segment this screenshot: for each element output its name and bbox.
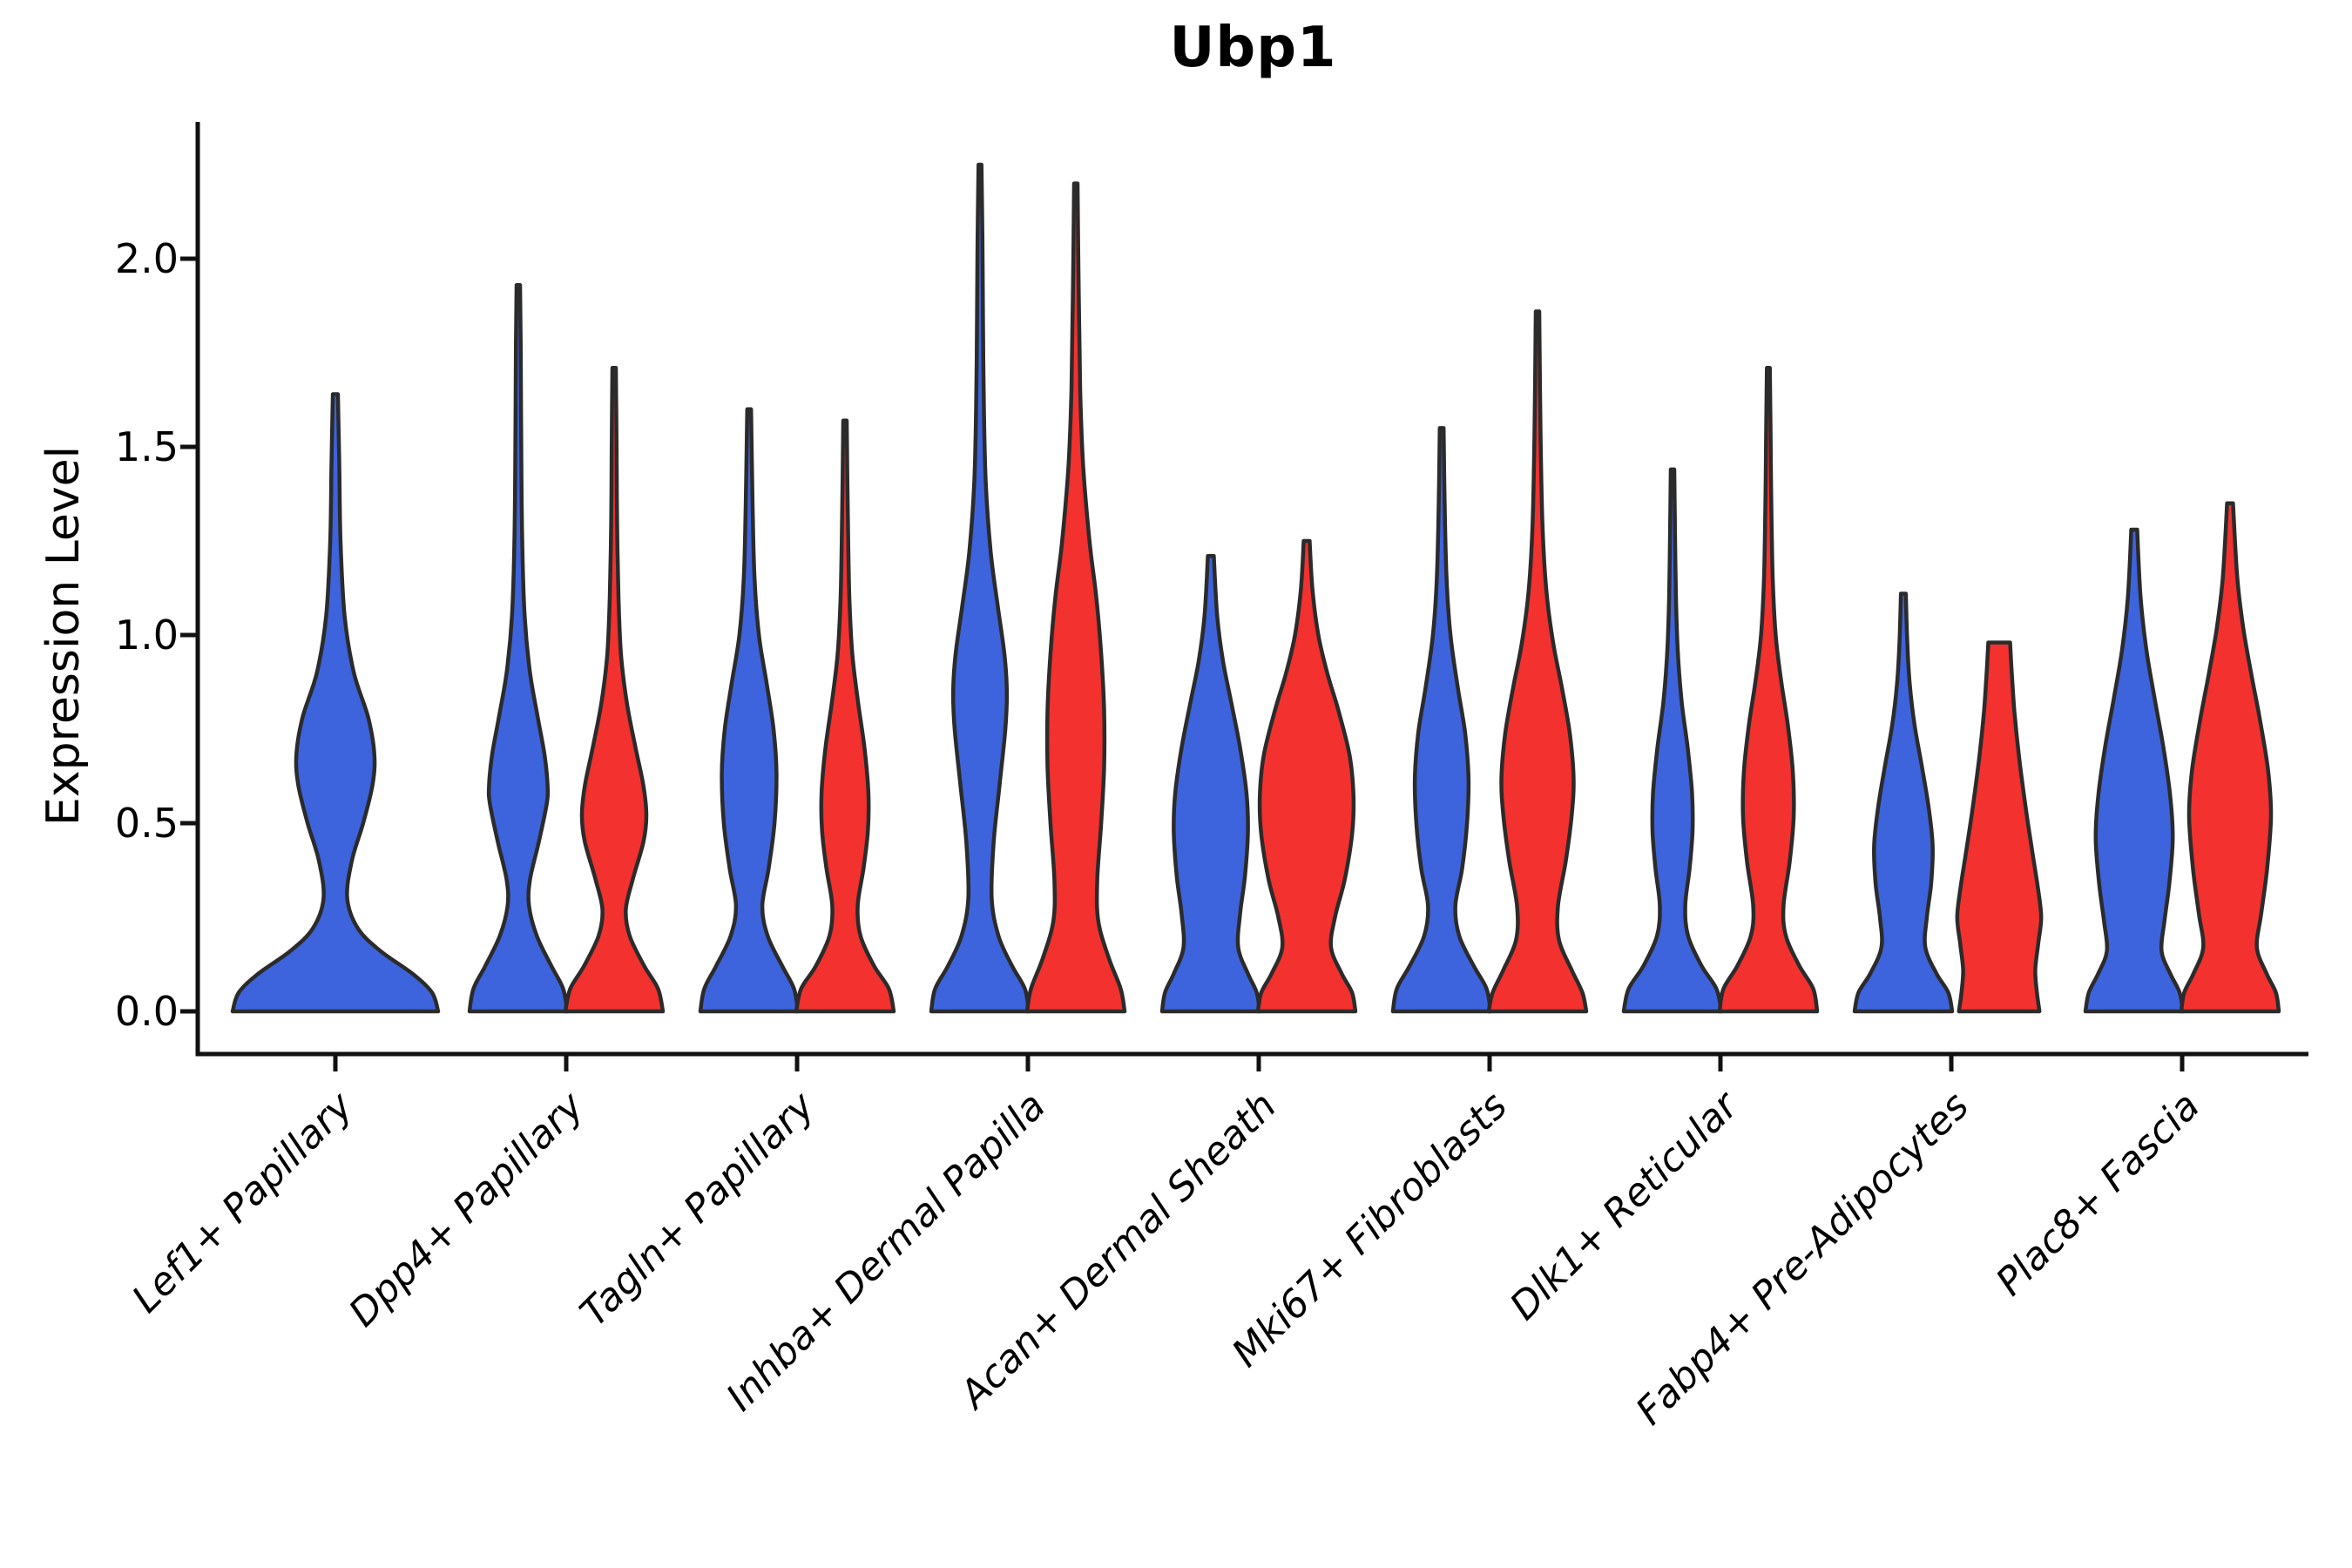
- violin-plac8-fascia-blue: [2083, 527, 2186, 1014]
- y-tick-label: 1.5: [114, 423, 179, 470]
- y-tick-label: 0.0: [114, 988, 179, 1035]
- y-tick-label: 1.0: [114, 612, 179, 659]
- violin-inhba-dermal-papilla-blue: [929, 162, 1031, 1014]
- y-tick-label: 2.0: [114, 235, 179, 282]
- violin-acan-dermal-sheath-red: [1255, 538, 1358, 1014]
- y-tick-label: 0.5: [114, 800, 179, 847]
- violin-tagln-papillary-red: [794, 418, 896, 1014]
- violin-lef1-papillary-blue: [230, 392, 441, 1014]
- violin-dpp4-papillary-blue: [467, 282, 570, 1014]
- axis-spines: [195, 122, 2308, 1057]
- violin-inhba-dermal-papilla-red: [1024, 181, 1127, 1014]
- violin-mki67-fibroblasts-blue: [1390, 426, 1493, 1014]
- violin-tagln-papillary-blue: [698, 407, 801, 1014]
- chart-title: Ubp1: [1169, 16, 1337, 80]
- violin-plac8-fascia-red: [2179, 501, 2281, 1014]
- violin-mki67-fibroblasts-red: [1486, 309, 1589, 1014]
- violin-dlk1-reticular-red: [1717, 366, 1820, 1014]
- violin-fabp4-pre-adipocytes-blue: [1852, 591, 1955, 1014]
- violin-acan-dermal-sheath-blue: [1159, 554, 1262, 1014]
- violin-dpp4-papillary-red: [563, 366, 666, 1014]
- violin-dlk1-reticular-blue: [1621, 467, 1724, 1014]
- violin-fabp4-pre-adipocytes-red: [1955, 640, 2044, 1014]
